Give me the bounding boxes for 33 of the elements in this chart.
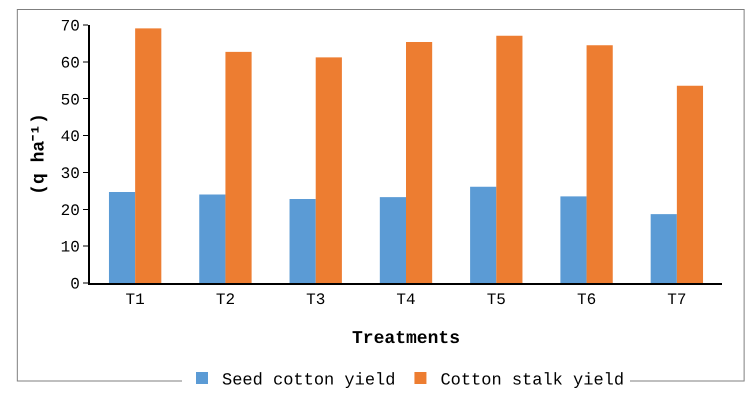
bar xyxy=(496,36,522,283)
bar xyxy=(290,198,316,283)
x-tick-label: T5 xyxy=(486,291,506,310)
x-tick-label: T7 xyxy=(667,291,686,310)
legend-label: Cotton stalk yield xyxy=(440,372,624,391)
bar xyxy=(380,197,406,283)
y-tick-label: 0 xyxy=(70,276,80,294)
bar xyxy=(560,196,587,283)
y-tick-label: 50 xyxy=(60,91,80,110)
x-tick-label: T4 xyxy=(396,291,416,310)
y-tick-label: 60 xyxy=(60,54,80,72)
bar xyxy=(406,42,432,283)
bar xyxy=(135,28,162,283)
x-tick-label: T6 xyxy=(576,291,596,310)
bar xyxy=(586,45,613,283)
bar xyxy=(316,57,342,283)
x-tick-label: T3 xyxy=(306,291,326,310)
bar xyxy=(108,192,136,283)
y-tick-label: 10 xyxy=(60,238,80,257)
legend-label: Seed cotton yield xyxy=(222,372,396,391)
bar xyxy=(676,86,704,283)
bar xyxy=(199,194,226,283)
y-tick-label: 70 xyxy=(60,18,80,36)
y-axis-title: (q ha⁻¹) xyxy=(29,113,50,195)
y-tick-label: 20 xyxy=(60,202,80,220)
bar xyxy=(650,214,677,283)
y-tick-label: 40 xyxy=(60,128,80,146)
bar xyxy=(225,52,252,283)
y-tick-label: 30 xyxy=(60,165,80,184)
x-tick-label: T2 xyxy=(216,291,236,310)
bar xyxy=(470,186,496,283)
x-axis-title: Treatments xyxy=(352,328,460,349)
x-tick-label: T1 xyxy=(126,291,145,310)
